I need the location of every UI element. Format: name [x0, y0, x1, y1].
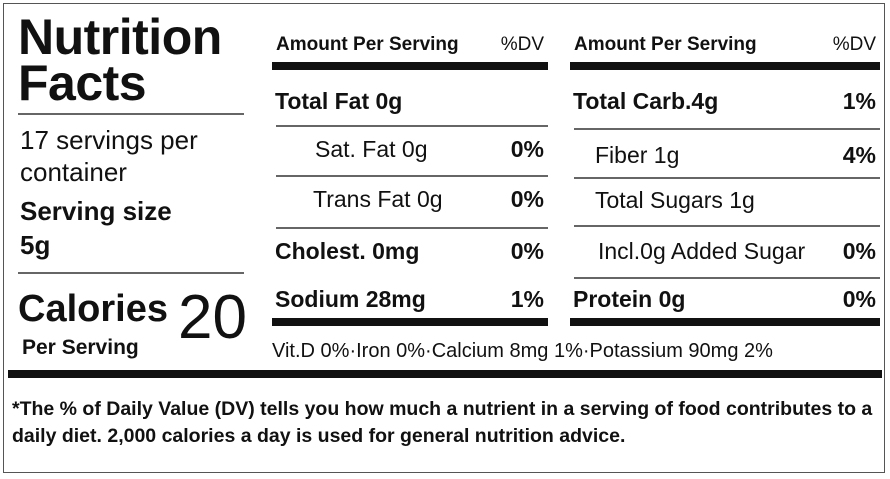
row-label: Incl.0g Added Sugar — [598, 238, 806, 264]
divider — [276, 125, 548, 127]
row-label: Total Sugars 1g — [595, 187, 755, 213]
row-dv: 1% — [510, 286, 544, 312]
row-label: Protein 0g — [573, 286, 686, 312]
row-label: Fiber 1g — [595, 142, 680, 168]
row-label: Cholest. 0mg — [275, 238, 420, 264]
calories-sub: Per Serving — [22, 336, 139, 359]
divider — [276, 227, 548, 229]
row-label: Total Fat 0g — [275, 88, 403, 114]
row-dv: 1% — [842, 88, 876, 114]
servings: 17 servings per container — [20, 125, 198, 187]
divider — [574, 225, 880, 227]
header-amount: Amount Per Serving — [574, 34, 757, 55]
border — [3, 3, 885, 473]
header-amount: Amount Per Serving — [276, 34, 459, 55]
row-label: Trans Fat 0g — [313, 186, 443, 212]
title: Nutrition Facts — [18, 9, 222, 111]
row-label: Sat. Fat 0g — [315, 136, 428, 162]
header-dv: %DV — [500, 34, 544, 55]
header-dv: %DV — [832, 34, 876, 55]
footnote: *The % of Daily Value (DV) tells you how… — [12, 398, 873, 447]
thick-rule — [8, 370, 882, 378]
divider — [18, 272, 244, 274]
divider — [574, 177, 880, 179]
thick-rule — [272, 62, 548, 70]
row-dv: 0% — [842, 238, 876, 264]
serving-size: 5g — [20, 230, 51, 260]
row-label: Sodium 28mg — [275, 286, 426, 312]
serving-size-label: Serving size — [20, 196, 172, 226]
calories-label: Calories — [18, 288, 168, 330]
divider — [276, 175, 548, 177]
row-dv: 0% — [842, 286, 876, 312]
row-label: Total Carb.4g — [573, 88, 719, 114]
row-dv: 0% — [510, 186, 544, 212]
divider — [18, 113, 244, 115]
row-dv: 4% — [842, 142, 876, 168]
thick-rule — [570, 318, 880, 326]
row-dv: 0% — [510, 238, 544, 264]
thick-rule — [272, 318, 548, 326]
thick-rule — [570, 62, 880, 70]
vitamins: Vit.D 0%·Iron 0%·Calcium 8mg 1%·Potassiu… — [272, 340, 773, 362]
row-dv: 0% — [510, 136, 544, 162]
divider — [574, 277, 880, 279]
calories-value: 20 — [178, 283, 247, 352]
divider — [574, 128, 880, 130]
